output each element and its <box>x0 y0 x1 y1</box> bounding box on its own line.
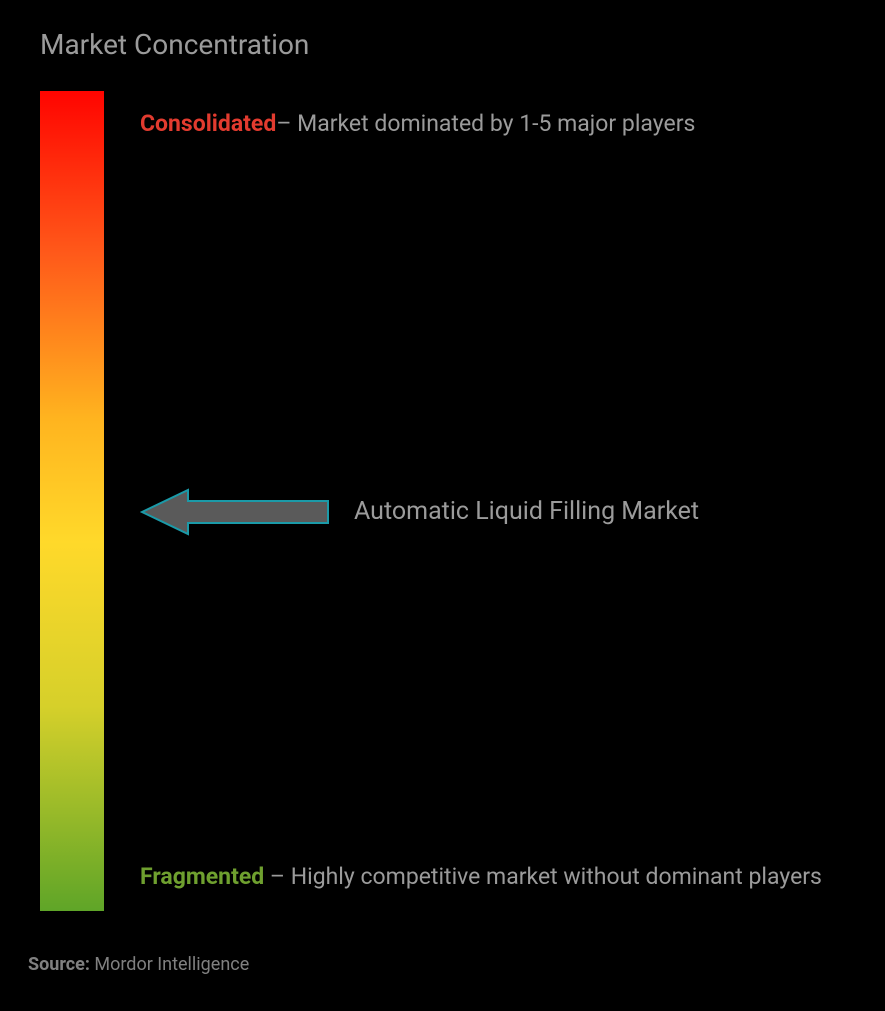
fragmented-description: Fragmented – Highly competitive market w… <box>140 852 825 903</box>
market-position-marker: Automatic Liquid Filling Market <box>140 486 825 538</box>
chart-container: Market Concentration Consolidated– Marke… <box>0 0 885 1011</box>
fragmented-desc-text: – Highly competitive market without domi… <box>264 863 822 890</box>
consolidated-label: Consolidated <box>140 110 276 137</box>
concentration-gradient-bar <box>40 91 104 911</box>
consolidated-desc-text: – Market dominated by 1-5 major players <box>276 110 695 137</box>
arrow-left-icon <box>140 486 330 538</box>
fragmented-label: Fragmented <box>140 863 264 890</box>
consolidated-description: Consolidated– Market dominated by 1-5 ma… <box>140 99 825 150</box>
chart-area: Consolidated– Market dominated by 1-5 ma… <box>40 91 845 911</box>
source-text: Mordor Intelligence <box>90 954 249 975</box>
source-prefix: Source: <box>28 954 90 975</box>
market-name-label: Automatic Liquid Filling Market <box>354 493 699 531</box>
chart-title: Market Concentration <box>40 28 845 61</box>
labels-area: Consolidated– Market dominated by 1-5 ma… <box>140 91 825 911</box>
source-attribution: Source: Mordor Intelligence <box>28 954 249 975</box>
